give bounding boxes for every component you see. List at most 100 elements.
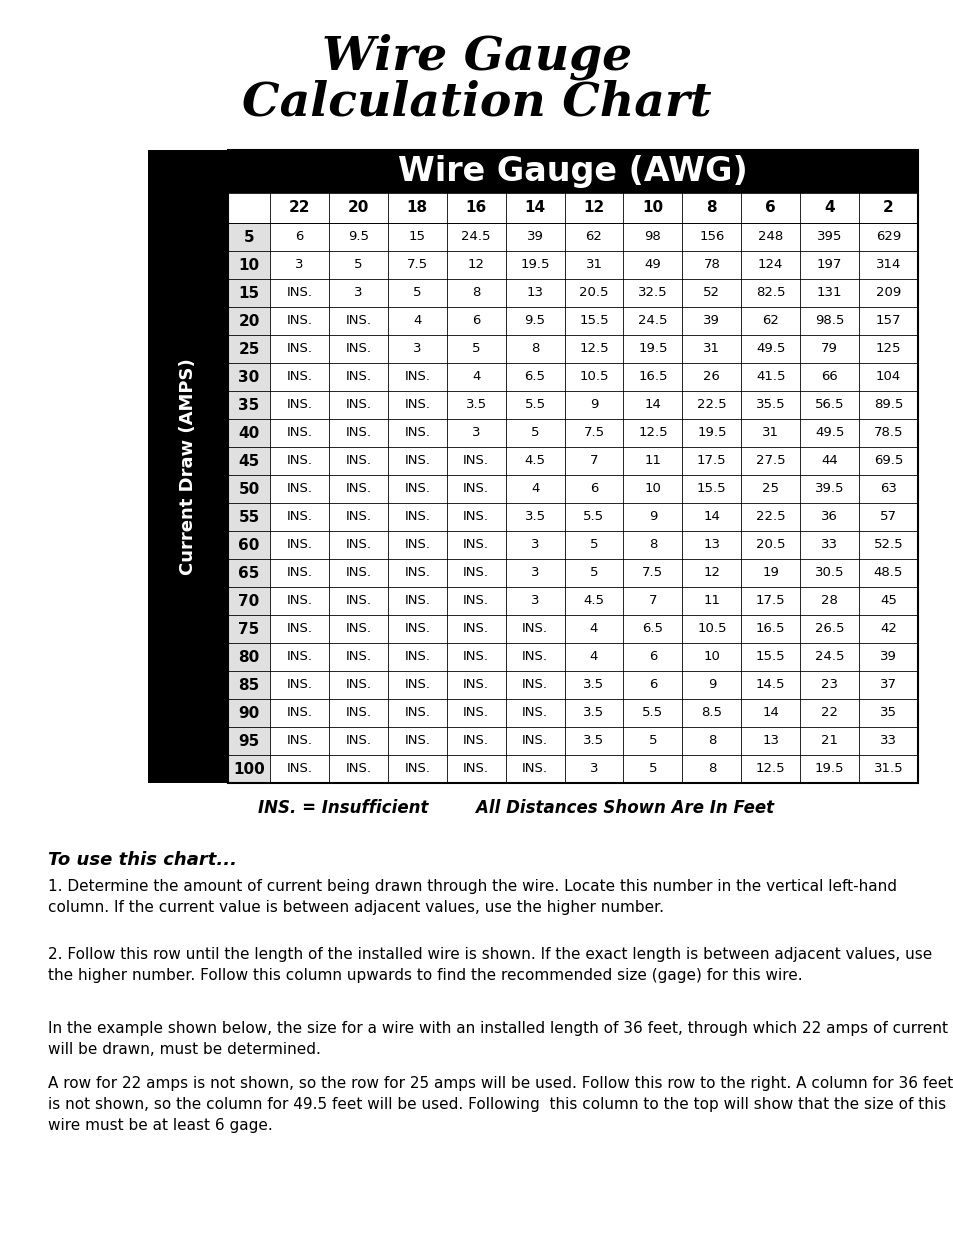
Bar (388, 531, 446, 559)
Bar (228, 559, 270, 587)
Bar (623, 475, 681, 503)
Bar (623, 363, 681, 391)
Text: INS.: INS. (286, 762, 313, 776)
Text: 14: 14 (702, 510, 720, 524)
Text: INS.: INS. (463, 454, 489, 468)
Bar (270, 224, 329, 251)
Bar (228, 699, 270, 727)
Text: INS.: INS. (345, 342, 371, 356)
Text: 16.5: 16.5 (638, 370, 667, 384)
Text: 98: 98 (644, 231, 660, 243)
Bar (623, 531, 681, 559)
Text: INS.: INS. (404, 651, 430, 663)
Text: INS.: INS. (521, 706, 548, 720)
Bar (446, 615, 505, 643)
Bar (564, 643, 623, 671)
Bar (564, 308, 623, 335)
Text: 12: 12 (702, 567, 720, 579)
Text: INS.: INS. (404, 735, 430, 747)
Text: INS.: INS. (404, 510, 430, 524)
Bar (681, 699, 740, 727)
Bar (505, 251, 564, 279)
Bar (228, 727, 270, 755)
Bar (228, 363, 270, 391)
Text: 82.5: 82.5 (755, 287, 784, 300)
Text: 39: 39 (702, 315, 720, 327)
Text: 4: 4 (589, 651, 598, 663)
Bar (800, 475, 859, 503)
Text: 3: 3 (413, 342, 421, 356)
Text: 3: 3 (530, 538, 538, 552)
Text: INS.: INS. (463, 678, 489, 692)
Bar (505, 224, 564, 251)
Bar (623, 559, 681, 587)
Bar (740, 335, 800, 363)
Text: INS.: INS. (286, 567, 313, 579)
Bar (270, 755, 329, 783)
Text: 8: 8 (531, 342, 538, 356)
Bar (388, 643, 446, 671)
Text: Calculation Chart: Calculation Chart (242, 79, 711, 125)
Bar (270, 643, 329, 671)
Text: 156: 156 (699, 231, 723, 243)
Bar (740, 251, 800, 279)
Text: 395: 395 (816, 231, 841, 243)
Bar (505, 699, 564, 727)
Text: 27.5: 27.5 (755, 454, 784, 468)
Bar (564, 363, 623, 391)
Text: INS.: INS. (521, 735, 548, 747)
Text: 32.5: 32.5 (638, 287, 667, 300)
Bar (859, 308, 917, 335)
Bar (228, 503, 270, 531)
Text: 13: 13 (702, 538, 720, 552)
Bar (623, 727, 681, 755)
Text: 78.5: 78.5 (873, 426, 902, 440)
Bar (329, 335, 388, 363)
Text: 41.5: 41.5 (755, 370, 784, 384)
Text: 56.5: 56.5 (814, 399, 843, 411)
Text: 7.5: 7.5 (406, 258, 427, 272)
Bar (623, 224, 681, 251)
Text: Current Draw (AMPS): Current Draw (AMPS) (179, 358, 196, 574)
Bar (681, 224, 740, 251)
Text: 3.5: 3.5 (583, 735, 604, 747)
Text: INS.: INS. (404, 483, 430, 495)
Text: 100: 100 (233, 762, 265, 777)
Bar (800, 335, 859, 363)
Text: 14: 14 (761, 706, 779, 720)
Text: 6: 6 (764, 200, 776, 215)
Bar (270, 335, 329, 363)
Text: 60: 60 (238, 537, 259, 552)
Bar (740, 447, 800, 475)
Text: 49.5: 49.5 (814, 426, 843, 440)
Bar (388, 475, 446, 503)
Bar (505, 755, 564, 783)
Bar (270, 559, 329, 587)
Bar (800, 363, 859, 391)
Bar (800, 447, 859, 475)
Bar (800, 531, 859, 559)
Text: 80: 80 (238, 650, 259, 664)
Bar (740, 363, 800, 391)
Bar (505, 391, 564, 419)
Bar (505, 475, 564, 503)
Text: 31: 31 (702, 342, 720, 356)
Text: 6: 6 (648, 651, 657, 663)
Bar (446, 363, 505, 391)
Bar (859, 587, 917, 615)
Text: 4: 4 (589, 622, 598, 636)
Text: 7.5: 7.5 (583, 426, 604, 440)
Bar (681, 419, 740, 447)
Bar (623, 279, 681, 308)
Text: INS.: INS. (345, 426, 371, 440)
Bar (681, 475, 740, 503)
Text: 124: 124 (758, 258, 782, 272)
Bar (564, 587, 623, 615)
Text: 10: 10 (238, 258, 259, 273)
Text: INS.: INS. (286, 510, 313, 524)
Text: INS.: INS. (463, 594, 489, 608)
Bar (623, 251, 681, 279)
Bar (564, 699, 623, 727)
Text: 5: 5 (354, 258, 362, 272)
Text: 5: 5 (648, 762, 657, 776)
